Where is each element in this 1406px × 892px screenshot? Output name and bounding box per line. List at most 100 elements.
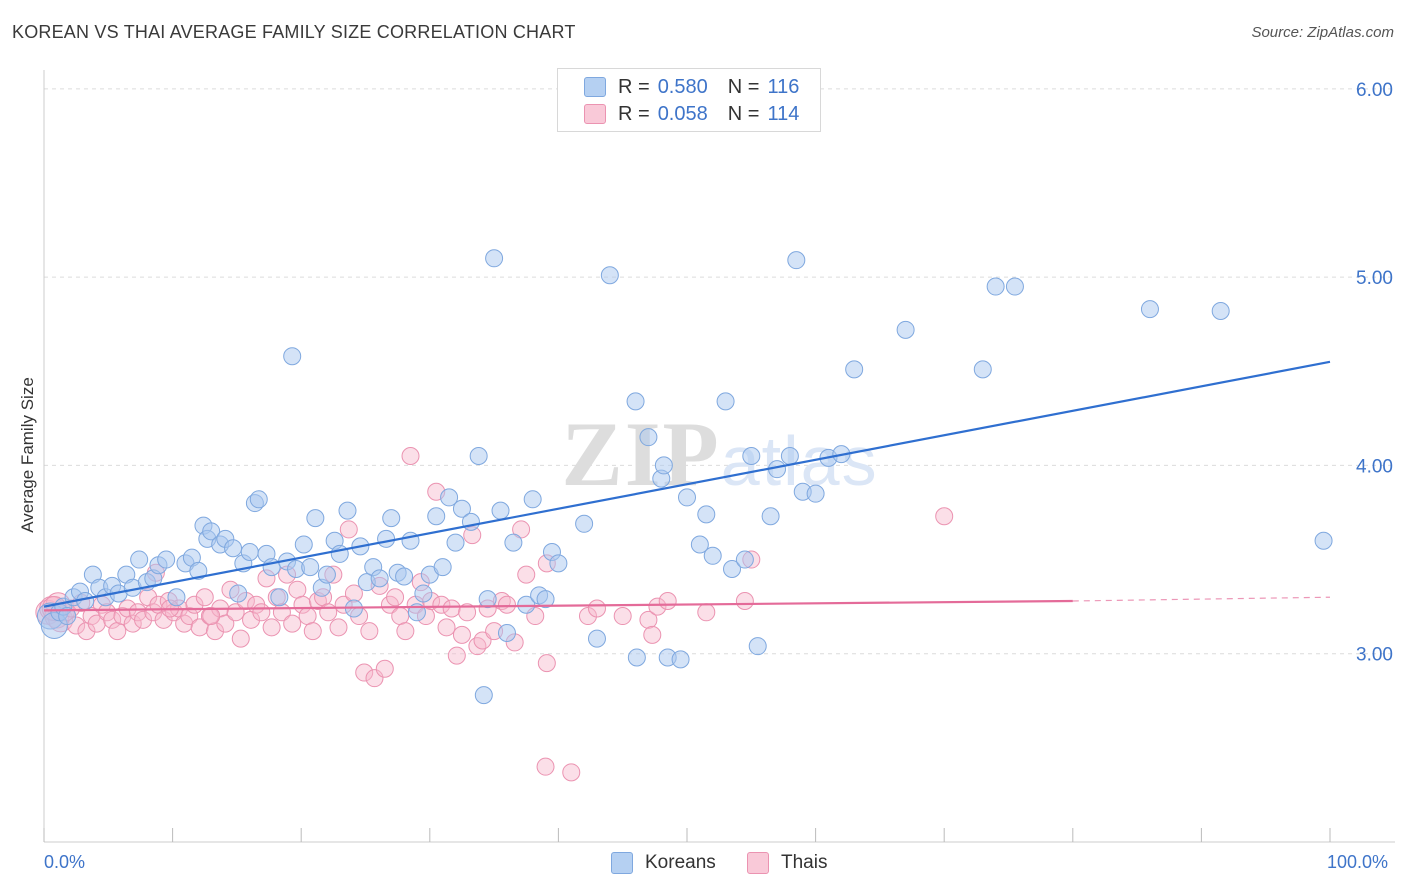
- korean-point: [723, 559, 742, 578]
- bottom-legend-swatch-thai: [747, 852, 769, 874]
- bottom-legend-korean: Koreans: [611, 852, 716, 874]
- thai-point: [190, 618, 209, 637]
- x-tick-label-min: 0.0%: [44, 852, 86, 872]
- korean-point: [240, 543, 259, 562]
- korean-point: [536, 590, 555, 609]
- thai-point: [195, 588, 214, 607]
- thai-point: [386, 588, 405, 607]
- legend-thai-r-label: R =: [618, 102, 650, 125]
- y-axis-label: Average Family Size: [18, 377, 37, 533]
- korean-point: [735, 550, 754, 569]
- thai-point: [658, 591, 677, 610]
- korean-point: [703, 546, 722, 565]
- korean-point: [986, 277, 1005, 296]
- source-label: Source: ZipAtlas.com: [1251, 24, 1394, 41]
- korean-point: [626, 392, 645, 411]
- thai-point: [458, 603, 477, 622]
- thai-point: [365, 669, 384, 688]
- legend-korean-r-value: 0.580: [657, 75, 708, 98]
- korean-point: [742, 447, 761, 465]
- korean-point: [306, 509, 325, 528]
- korean-point: [491, 501, 510, 520]
- legend-swatch-korean: [584, 77, 606, 97]
- korean-point: [427, 507, 446, 526]
- thai-trend-line: [43, 599, 1073, 612]
- thai-trend-extension: [1072, 596, 1331, 602]
- thai-point: [87, 614, 106, 633]
- korean-point: [130, 550, 149, 569]
- y-tick-label: 3.00: [1356, 645, 1393, 666]
- korean-point: [461, 512, 480, 531]
- y-tick-labels: 3.00 4.00 5.00 6.00: [1356, 80, 1393, 666]
- watermark-zip: ZIP: [561, 403, 720, 505]
- korean-point: [270, 588, 289, 607]
- bottom-legend-swatch-korean: [611, 852, 633, 874]
- thai-point: [360, 622, 379, 641]
- korean-point: [249, 490, 268, 509]
- korean-point: [338, 501, 357, 520]
- korean-point: [382, 509, 401, 528]
- korean-point: [414, 584, 433, 603]
- y-tick-label: 4.00: [1356, 456, 1393, 477]
- thai-point: [252, 603, 271, 622]
- thai-point: [396, 622, 415, 641]
- thai-point: [329, 618, 348, 637]
- legend-swatch-thai: [584, 104, 606, 124]
- korean-point: [485, 249, 504, 268]
- legend-thai-n-value: 114: [767, 102, 800, 125]
- thai-point: [154, 610, 173, 629]
- korean-point: [1211, 302, 1230, 321]
- korean-point: [845, 360, 864, 379]
- korean-point: [748, 637, 767, 656]
- korean-point: [504, 533, 523, 552]
- korean-point: [973, 360, 992, 379]
- thai-point: [288, 580, 307, 599]
- bottom-legend-thai-label: Thais: [781, 852, 828, 873]
- thai-point: [303, 622, 322, 641]
- thai-point: [613, 607, 632, 626]
- korean-point: [497, 623, 516, 642]
- thai-point: [447, 646, 466, 665]
- korean-points: [36, 249, 1333, 705]
- legend: R = 0.580 N = 116 R = 0.058 N = 114: [557, 68, 821, 132]
- korean-point: [317, 565, 336, 584]
- korean-point: [224, 539, 243, 558]
- thai-point: [648, 597, 667, 616]
- legend-thai-n-label: N =: [727, 102, 760, 125]
- thai-point: [935, 507, 954, 526]
- chart-title: KOREAN VS THAI AVERAGE FAMILY SIZE CORRE…: [12, 22, 576, 42]
- korean-point: [780, 447, 799, 465]
- thai-point: [639, 610, 658, 629]
- thai-point: [735, 591, 754, 610]
- korean-point: [549, 554, 568, 573]
- thai-point: [537, 654, 556, 673]
- korean-point: [639, 428, 658, 447]
- thai-point: [587, 599, 606, 618]
- thai-point: [697, 603, 716, 622]
- thai-point: [468, 637, 487, 656]
- korean-point: [761, 507, 780, 526]
- korean-point: [690, 535, 709, 554]
- thai-point: [298, 607, 317, 626]
- thai-point: [108, 622, 127, 641]
- thai-point: [103, 610, 122, 629]
- thai-point: [536, 757, 555, 776]
- axis-layer: [43, 70, 1395, 843]
- x-tick-label-max: 100.0%: [1327, 852, 1389, 872]
- legend-row-korean: R = 0.580 N = 116: [584, 75, 799, 99]
- legend-korean-r-label: R =: [618, 75, 650, 98]
- korean-point: [587, 629, 606, 648]
- korean-point: [370, 569, 389, 588]
- thai-point: [432, 595, 451, 614]
- korean-point: [1005, 277, 1024, 296]
- thai-point: [391, 607, 410, 626]
- korean-point: [575, 514, 594, 533]
- thai-point: [442, 599, 461, 618]
- thai-point: [512, 520, 531, 539]
- korean-point: [294, 535, 313, 554]
- korean-point: [474, 686, 493, 705]
- legend-thai-r-value: 0.058: [657, 102, 708, 125]
- thai-point: [578, 607, 597, 626]
- thai-point: [497, 595, 516, 614]
